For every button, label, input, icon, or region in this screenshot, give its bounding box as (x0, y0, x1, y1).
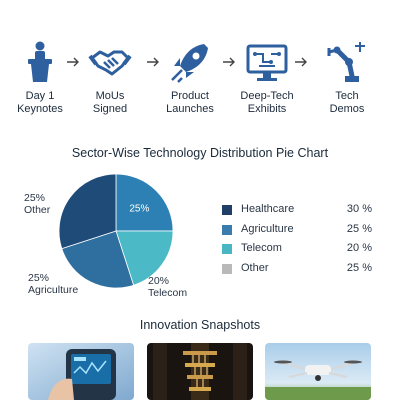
legend-item-other: Other 25 % (222, 261, 372, 277)
legend-value: 30 % (346, 203, 372, 215)
legend-label: Telecom (241, 242, 282, 254)
step-label: Product Launches (166, 90, 214, 115)
pie-slice-label: 25% (129, 204, 149, 215)
pie-outside-label: 25% (24, 192, 45, 204)
step-launches: Product Launches (152, 40, 228, 116)
handshake-icon (88, 50, 132, 76)
quantum-computer-photo (147, 343, 253, 400)
pie-slice-healthcare (115, 173, 174, 232)
pie-outside-label: 25% (28, 272, 49, 284)
drone-photo (265, 343, 371, 400)
legend-swatch (222, 205, 232, 215)
podium-speaker-icon (28, 41, 52, 82)
smart-device-photo (28, 343, 134, 400)
legend-label: Healthcare (241, 203, 295, 215)
chart-title: Sector-Wise Technology Distribution Pie … (71, 146, 329, 160)
legend-swatch (222, 244, 232, 254)
legend-swatch (222, 263, 232, 274)
legend-value: 25 % (346, 222, 372, 235)
pie-slice-telecom (115, 230, 174, 286)
step-label: Deep-Tech Exhibits (240, 90, 294, 115)
pie-outside-label: Other (24, 204, 51, 216)
legend-value: 25 % (346, 261, 372, 274)
step-label: Tech Demos (329, 90, 365, 115)
legend-item-healthcare: Healthcare 30 % (222, 202, 372, 218)
pie-outside-label: 20% (148, 275, 169, 287)
arrow-right-icon (223, 57, 235, 67)
step-keynotes: Day 1 Keynotes (2, 40, 78, 116)
robotic-arm-icon (327, 42, 365, 82)
legend-label: Agriculture (241, 222, 294, 235)
legend-swatch (222, 224, 232, 235)
legend-label: Other (241, 261, 269, 274)
rocket-icon (171, 44, 208, 83)
step-label: Day 1 Keynotes (17, 90, 63, 115)
arrow-right-icon (67, 57, 79, 67)
step-exhibits: Deep-Tech Exhibits (229, 40, 305, 116)
step-demos: Tech Demos (309, 40, 385, 116)
arrow-right-icon (295, 57, 307, 67)
snapshots-title: Innovation Snapshots (139, 318, 261, 332)
legend-value: 20 % (346, 242, 372, 254)
pie-slice-other (58, 173, 117, 250)
circuit-monitor-icon (246, 44, 288, 81)
event-flow: Day 1 Keynotes MoUs Signed Product Launc… (0, 0, 400, 130)
arrow-right-icon (147, 57, 159, 67)
legend-item-telecom: Telecom 20 % (222, 241, 372, 257)
step-mous: MoUs Signed (72, 40, 148, 116)
pie-slice-agriculture (61, 230, 135, 289)
step-label: MoUs Signed (92, 90, 128, 115)
pie-outside-label: Telecom (148, 287, 187, 299)
legend-item-agriculture: Agriculture 25 % (222, 222, 372, 238)
pie-outside-label: Agriculture (28, 284, 78, 296)
